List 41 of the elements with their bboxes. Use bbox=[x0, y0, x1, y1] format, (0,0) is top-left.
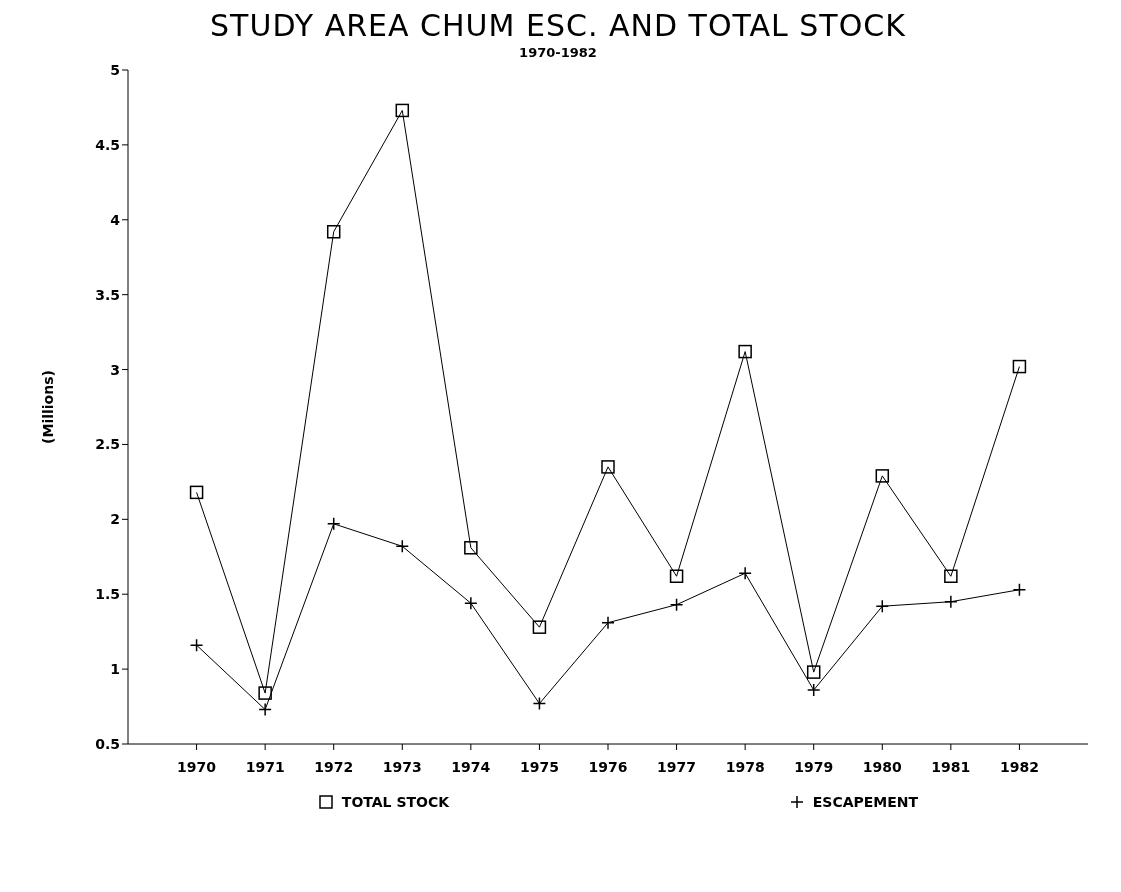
x-tick-label: 1973 bbox=[382, 758, 422, 775]
point bbox=[258, 686, 272, 700]
chart-subtitle: 1970-1982 bbox=[518, 45, 598, 60]
y-tick-label: 3.5 bbox=[95, 286, 120, 303]
x-tick-label: 1982 bbox=[999, 758, 1039, 775]
y-tick-label: 3 bbox=[110, 361, 120, 378]
point bbox=[1012, 359, 1027, 374]
y-tick-label: 1.5 bbox=[95, 586, 120, 603]
point bbox=[601, 460, 615, 474]
point bbox=[669, 569, 684, 583]
x-tick-label: 1976 bbox=[588, 758, 628, 775]
x-tick-label: 1975 bbox=[519, 758, 559, 775]
point bbox=[738, 344, 752, 359]
x-tick-label: 1970 bbox=[177, 758, 217, 775]
y-axis-title: (Millions) bbox=[39, 370, 56, 444]
point bbox=[395, 103, 410, 118]
x-tick-label: 1977 bbox=[657, 758, 697, 775]
legend-label: TOTAL STOCK bbox=[341, 794, 450, 810]
x-tick-label: 1972 bbox=[314, 758, 354, 775]
x-tick-label: 1971 bbox=[245, 758, 285, 775]
y-tick-label: 4.5 bbox=[95, 136, 120, 153]
point bbox=[944, 569, 958, 583]
point bbox=[464, 541, 478, 555]
x-tick-label: 1978 bbox=[725, 758, 765, 775]
y-tick-label: 2.5 bbox=[95, 436, 120, 453]
x-tick-label: 1974 bbox=[451, 758, 491, 775]
x-tick-label: 1980 bbox=[862, 758, 903, 775]
x-tick-label: 1979 bbox=[794, 758, 834, 775]
y-tick-label: 2 bbox=[110, 511, 120, 528]
y-tick-label: 0.5 bbox=[95, 735, 120, 752]
point bbox=[326, 225, 341, 239]
point bbox=[532, 620, 547, 634]
y-tick-label: 1 bbox=[110, 661, 120, 678]
y-tick-label: 5 bbox=[110, 61, 120, 78]
chart-title: STUDY AREA CHUM ESC. AND TOTAL STOCK bbox=[209, 8, 907, 43]
y-tick-label: 4 bbox=[110, 211, 121, 228]
x-tick-label: 1981 bbox=[931, 758, 971, 775]
legend-label: ESCAPEMENT bbox=[812, 794, 919, 810]
point bbox=[189, 485, 204, 500]
point bbox=[875, 469, 890, 483]
point bbox=[806, 665, 821, 679]
